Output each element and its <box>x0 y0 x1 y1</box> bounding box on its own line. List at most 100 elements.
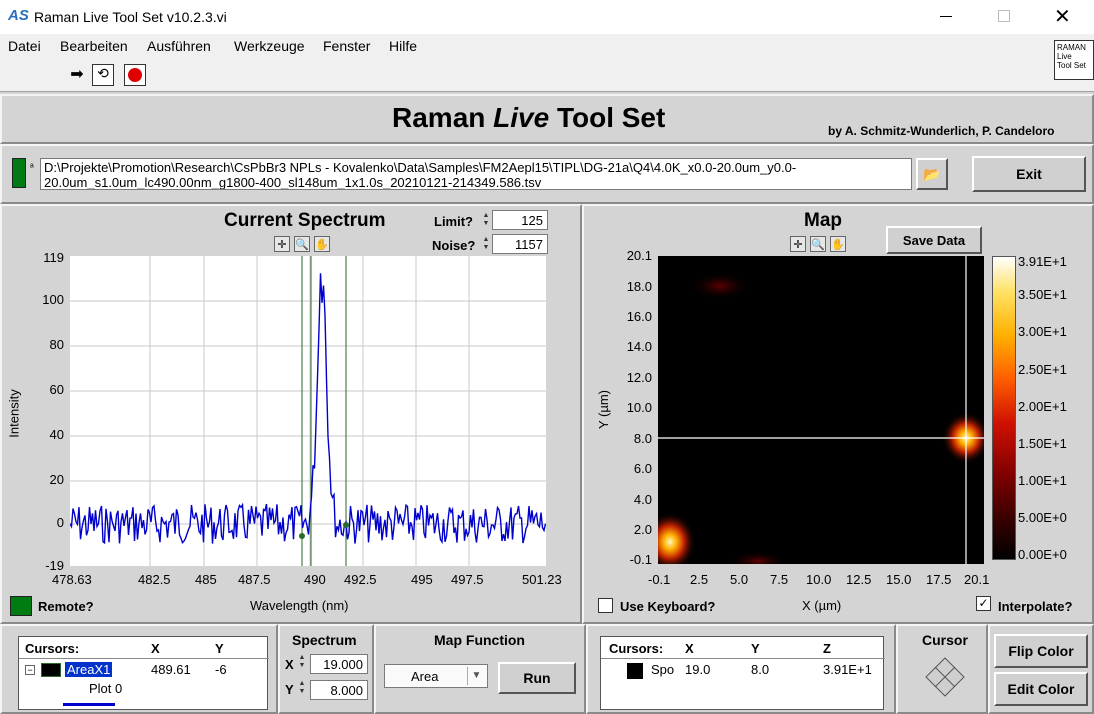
file-path-field[interactable]: D:\Projekte\Promotion\Research\CsPbBr3 N… <box>40 158 912 190</box>
title-bar: AS Raman Live Tool Set v10.2.3.vi ✕ <box>0 0 1094 34</box>
menu-datei[interactable]: Datei <box>8 38 41 54</box>
xtick: 497.5 <box>451 572 484 587</box>
abort-icon[interactable] <box>124 64 146 86</box>
map-cursor-table[interactable]: Cursors: X Y Z Spo 19.0 8.0 3.91E+1 <box>600 636 885 710</box>
run-continuously-icon[interactable]: ⟲ <box>92 64 114 86</box>
cursor-marker-2 <box>343 522 349 528</box>
map-title: Map <box>804 210 842 231</box>
xtick: 482.5 <box>138 572 171 587</box>
noise-input[interactable]: 1157 <box>492 234 548 254</box>
spectrum-cursor-table[interactable]: Cursors: X Y − AreaX1 489.61 -6 Plot 0 <box>18 636 269 710</box>
map-ytick: 10.0 <box>626 400 652 415</box>
map-xtick: 17.5 <box>926 572 952 587</box>
spectrum-graph-tools: ✛ 🔍 ✋ <box>274 236 354 254</box>
map-ytick: 16.0 <box>626 309 652 324</box>
cursor-direction-pad-icon[interactable] <box>924 656 966 698</box>
map-ytick: 6.0 <box>633 461 652 476</box>
xtick: 485 <box>195 572 217 587</box>
cursor-title: Cursor <box>922 632 968 648</box>
expand-icon[interactable]: − <box>25 665 35 675</box>
toolbar: ➡ ⟲ RAMAN Live Tool Set <box>0 40 1094 92</box>
colorbar-tick: 3.50E+1 <box>1018 287 1067 302</box>
map-ylabel: Y (µm) <box>596 389 612 430</box>
col-y: Y <box>751 641 760 656</box>
map-function-panel: Map Function Area ▼ Run <box>374 624 586 714</box>
map-yaxis: 20.1 18.0 16.0 14.0 12.0 10.0 8.0 6.0 4.… <box>584 246 656 576</box>
x-spinner[interactable]: ▲ ▼ <box>298 654 306 669</box>
ytick: 40 <box>49 427 64 442</box>
colorbar-tick: 5.00E+0 <box>1018 510 1067 525</box>
zoom-icon[interactable]: 🔍 <box>294 236 310 252</box>
map-xlabel: X (µm) <box>802 598 842 613</box>
x-label: X <box>285 657 294 672</box>
colorbar-tick: 0.00E+0 <box>1018 547 1067 562</box>
app-heading: Raman Live Tool Set <box>392 102 666 133</box>
pan-hand-icon[interactable]: ✋ <box>314 236 330 252</box>
map-xtick: 20.1 <box>964 572 990 587</box>
spectrum-plot[interactable] <box>70 256 546 566</box>
col-cursors: Cursors: <box>25 641 80 656</box>
menu-werkzeuge[interactable]: Werkzeuge <box>234 38 305 54</box>
menu-fenster[interactable]: Fenster <box>323 38 371 54</box>
limit-spinner[interactable]: ▲ ▼ <box>482 212 490 227</box>
run-button[interactable]: Run <box>498 662 576 694</box>
interpolate-checkbox[interactable]: ✓ <box>976 596 991 611</box>
run-arrow-icon[interactable]: ➡ <box>70 66 84 83</box>
menu-ausfuehren[interactable]: Ausführen <box>147 38 211 54</box>
map-function-title: Map Function <box>434 632 525 648</box>
noise-spinner[interactable]: ▲ ▼ <box>482 236 490 251</box>
cursor-color-swatch <box>41 663 61 677</box>
map-ytick: 14.0 <box>626 339 652 354</box>
ytick: 20 <box>49 472 64 487</box>
map-pan-hand-icon[interactable]: ✋ <box>830 236 846 252</box>
map-cursor-row-z: 3.91E+1 <box>823 662 872 677</box>
ytick: 100 <box>42 292 64 307</box>
limit-input[interactable]: 125 <box>492 210 548 230</box>
remote-led[interactable] <box>10 596 32 616</box>
y-input[interactable]: 8.000 <box>310 680 368 700</box>
minimize-icon[interactable] <box>940 16 952 17</box>
map-cursor-row-name[interactable]: Spo <box>651 662 675 677</box>
map-ytick: 12.0 <box>626 370 652 385</box>
cursor-row-x: 489.61 <box>151 662 191 677</box>
map-crosshair-icon[interactable]: ✛ <box>790 236 806 252</box>
colorbar-tick: 1.50E+1 <box>1018 436 1067 451</box>
open-folder-button[interactable]: 📂 <box>916 158 948 190</box>
map-xtick: 2.5 <box>690 572 709 587</box>
spectrum-ctrl-title: Spectrum <box>292 632 357 648</box>
interpolate-label: Interpolate? <box>998 599 1073 614</box>
xtick: 487.5 <box>238 572 271 587</box>
col-x: X <box>685 641 694 656</box>
map-xtick: 7.5 <box>770 572 789 587</box>
spectrum-cursor-panel: Cursors: X Y − AreaX1 489.61 -6 Plot 0 <box>0 624 278 714</box>
color-panel: Flip Color Edit Color <box>988 624 1094 714</box>
y-spinner[interactable]: ▲ ▼ <box>298 680 306 695</box>
xtick: 478.63 <box>52 572 92 587</box>
map-heatmap[interactable] <box>658 256 984 564</box>
exit-button[interactable]: Exit <box>972 156 1086 192</box>
plot-color-line <box>63 703 115 706</box>
save-data-button[interactable]: Save Data <box>886 226 982 254</box>
spectrum-position-panel: Spectrum X ▲ ▼ 19.000 Y ▲ ▼ 8.000 <box>278 624 374 714</box>
x-input[interactable]: 19.000 <box>310 654 368 674</box>
edit-color-button[interactable]: Edit Color <box>994 672 1088 706</box>
plot-row-name: Plot 0 <box>89 681 123 696</box>
map-ytick: 18.0 <box>626 279 652 294</box>
map-zoom-icon[interactable]: 🔍 <box>810 236 826 252</box>
header-divider <box>601 658 885 659</box>
flip-color-button[interactable]: Flip Color <box>994 634 1088 668</box>
glow-top <box>690 272 750 300</box>
map-function-select[interactable]: Area ▼ <box>384 664 488 688</box>
menu-hilfe[interactable]: Hilfe <box>389 38 418 54</box>
use-keyboard-checkbox[interactable] <box>598 598 613 613</box>
noise-label: Noise? <box>432 238 476 253</box>
menu-bearbeiten[interactable]: Bearbeiten <box>60 38 128 54</box>
cursor-row-name[interactable]: AreaX1 <box>65 662 113 677</box>
maximize-icon[interactable] <box>998 10 1010 22</box>
close-icon[interactable]: ✕ <box>1054 6 1071 28</box>
crosshair-icon[interactable]: ✛ <box>274 236 290 252</box>
remote-label: Remote? <box>38 599 94 614</box>
ytick: 80 <box>49 337 64 352</box>
col-cursors: Cursors: <box>609 641 664 656</box>
xtick: 495 <box>411 572 433 587</box>
